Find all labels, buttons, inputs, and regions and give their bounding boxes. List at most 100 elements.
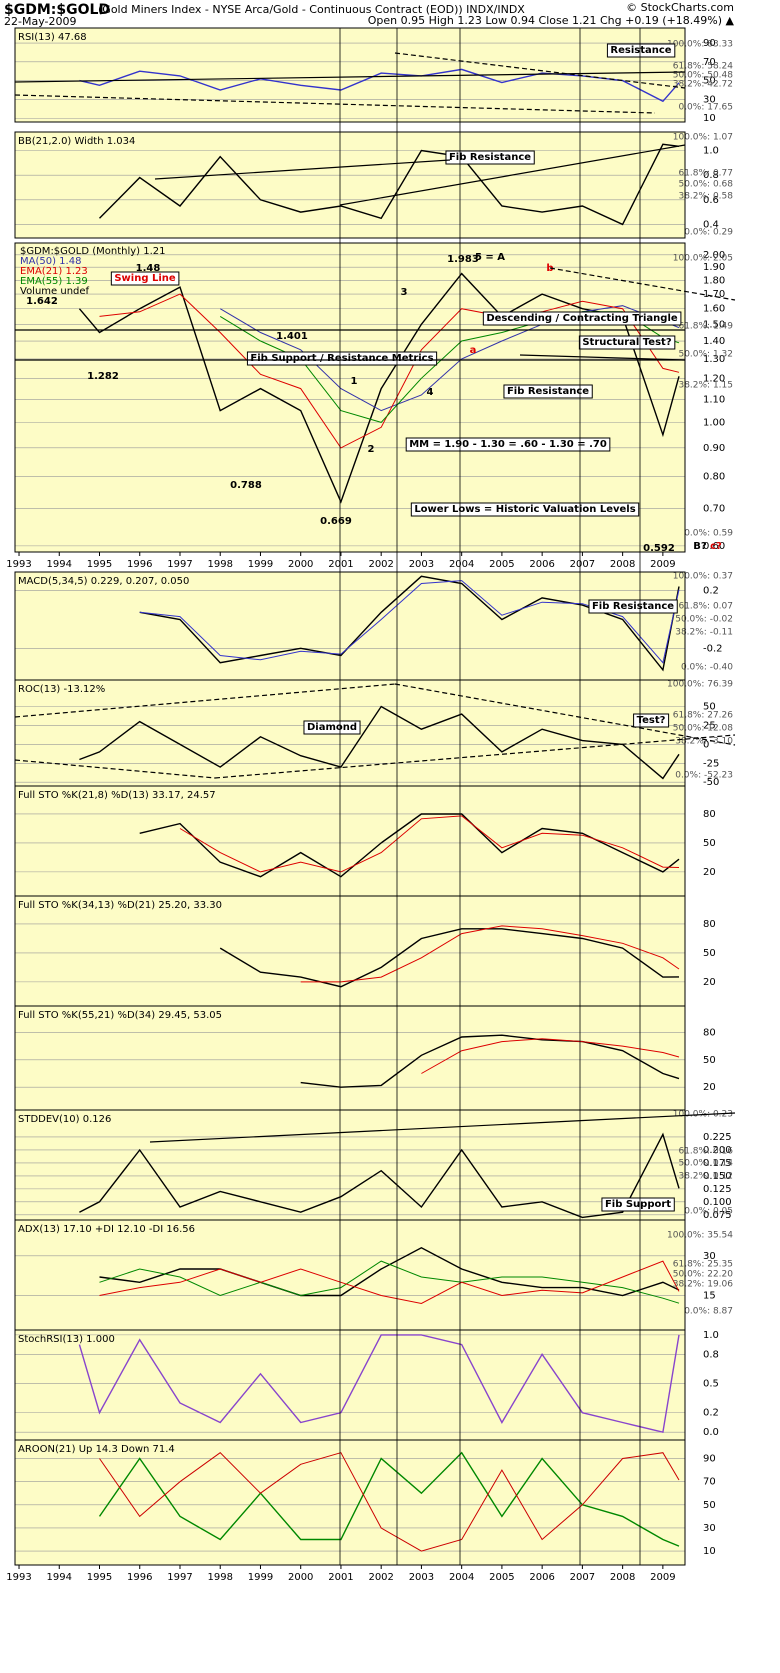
y-tick-label: 1.0: [703, 145, 719, 156]
x-tick-label: 2005: [489, 559, 514, 570]
indicator-panel: 0.4 0.6 0.8 1.0 BB(21,2.0) Width 1.034 100.0%…: [15, 133, 733, 238]
y-tick-label: 0.4: [703, 219, 719, 230]
y-tick-label: 0.100: [703, 1197, 732, 1208]
fib-label: 61.8%: 1.49: [678, 322, 733, 332]
y-tick-label: 30: [703, 1251, 716, 1262]
fib-label: 100.0%: 83.33: [667, 40, 733, 50]
y-tick-label: 0.5: [703, 1379, 719, 1390]
x-tick-label: 2009: [650, 1572, 675, 1583]
y-tick-label: 1.70: [703, 289, 725, 300]
y-tick-label: 0.90: [703, 443, 725, 454]
x-tick-label: 2008: [610, 559, 635, 570]
annotation: a: [470, 345, 477, 356]
trendline: [14, 759, 216, 779]
fib-label: 61.8%: 0.07: [678, 602, 733, 612]
annotation: Fib Resistance: [449, 152, 531, 163]
annotation: 1.401: [276, 331, 308, 342]
panel-background: [15, 1006, 685, 1110]
y-tick-label: 2.00: [703, 250, 725, 261]
y-tick-label: 50: [703, 838, 716, 849]
y-tick-label: 25: [703, 720, 716, 731]
fib-label: 0.0%: 0.29: [684, 228, 733, 238]
fib-label: 0.0%: -0.40: [681, 663, 733, 673]
y-tick-label: 1.80: [703, 275, 725, 286]
x-tick-label: 1998: [207, 1572, 232, 1583]
panel-title: BB(21,2.0) Width 1.034: [18, 136, 135, 147]
series-line: [300, 1034, 680, 1088]
series-line: [300, 925, 680, 983]
y-tick-label: 0.80: [703, 471, 725, 482]
annotation: Fib Support: [605, 1199, 671, 1210]
indicator-panel: 20 50 80 Full STO %K(55,21) %D(34) 29.45, 5…: [15, 1010, 716, 1093]
x-tick-label: 1996: [127, 1572, 152, 1583]
annotation-box: [503, 384, 593, 399]
fib-label: 61.8%: 25.35: [673, 1260, 733, 1270]
panel-title: AROON(21) Up 14.3 Down 71.4: [18, 1444, 175, 1455]
series-line: [79, 705, 680, 780]
annotation: Descending / Contracting Triangle: [486, 313, 678, 324]
indicator-panel: 10 30 50 70 90 AROON(21) Up 14.3 Down 71.4: [15, 1444, 716, 1557]
indicator-panel: 20 50 80 Full STO %K(34,13) %D(21) 25.20, 3…: [15, 900, 716, 988]
trendline: [214, 734, 736, 779]
annotation: MM = 1.90 - 1.30 = .60 - 1.30 = .70: [409, 439, 607, 450]
y-tick-label: 80: [703, 1027, 716, 1038]
trendline: [154, 159, 451, 180]
panel-border: [14, 242, 686, 553]
x-tick-label: 2007: [570, 1572, 595, 1583]
x-tick-label: 1994: [47, 1572, 72, 1583]
y-tick-label: 80: [703, 809, 716, 820]
fib-label: 100.0%: 2.05: [673, 254, 733, 264]
y-tick-label: 0.225: [703, 1132, 732, 1143]
fib-label: 38.2%: 0.58: [678, 192, 733, 202]
y-tick-label: -0.2: [703, 643, 723, 654]
date: 22-May-2009: [4, 15, 76, 28]
legend-entry: EMA(55) 1.39: [20, 276, 88, 287]
y-tick-label: 90: [703, 1454, 716, 1465]
annotation: 1.48: [136, 263, 161, 274]
panel-title: Full STO %K(55,21) %D(34) 29.45, 53.05: [18, 1010, 222, 1021]
x-tick-label: 2001: [328, 559, 353, 570]
trendline: [394, 683, 736, 746]
y-tick-label: 0.175: [703, 1158, 732, 1169]
symbol: $GDM:$GOLD: [4, 2, 110, 18]
fib-label: 50.0%: 12.08: [673, 724, 734, 734]
panel-background: [15, 572, 685, 680]
y-tick-label: 1.40: [703, 336, 725, 347]
trendline: [149, 1112, 736, 1143]
panel-background: [15, 28, 685, 122]
annotation-box: [578, 335, 676, 350]
annotation: 1: [351, 376, 358, 387]
trendline: [339, 144, 686, 206]
x-tick-label: 2000: [288, 559, 313, 570]
panel-border: [14, 27, 686, 123]
series-line: [179, 815, 680, 873]
panel-title: ADX(13) 17.10 +DI 12.10 -DI 16.56: [18, 1224, 195, 1235]
annotation: 0.592: [643, 543, 675, 554]
x-tick-label: 2006: [529, 1572, 554, 1583]
y-tick-label: 10: [703, 1546, 716, 1557]
fib-label: 50.0%: -0.02: [675, 615, 733, 625]
fib-label: 100.0%: 1.07: [673, 133, 733, 143]
y-tick-label: 70: [703, 57, 716, 68]
annotation: 5 = A: [475, 252, 505, 263]
series-line: [78, 272, 680, 504]
y-tick-label: 0.6: [703, 195, 719, 206]
y-tick-label: 0.60: [703, 541, 725, 552]
indicator-panel: 0.075 0.100 0.125 0.150 0.175 0.200 0.225 STDDE…: [15, 1110, 733, 1221]
y-tick-label: 1.20: [703, 373, 725, 384]
fib-label: 100.0%: 0.37: [673, 572, 733, 582]
y-tick-label: 50: [703, 1055, 716, 1066]
annotation: Resistance: [610, 45, 671, 56]
series-line: [99, 1452, 680, 1552]
fib-label: 0.0%: 0.05: [684, 1207, 733, 1217]
y-tick-label: 0.8: [703, 1349, 719, 1360]
trendline: [14, 94, 656, 114]
y-tick-label: 0.2: [703, 1408, 719, 1419]
fib-label: 38.2%: 42.72: [673, 80, 733, 90]
y-tick-label: 0.075: [703, 1210, 732, 1221]
y-tick-label: 20: [703, 1082, 716, 1093]
y-tick-label: 70: [703, 1477, 716, 1488]
series-line: [219, 305, 680, 412]
x-tick-label: 1998: [207, 559, 232, 570]
series-line: [99, 1260, 680, 1305]
